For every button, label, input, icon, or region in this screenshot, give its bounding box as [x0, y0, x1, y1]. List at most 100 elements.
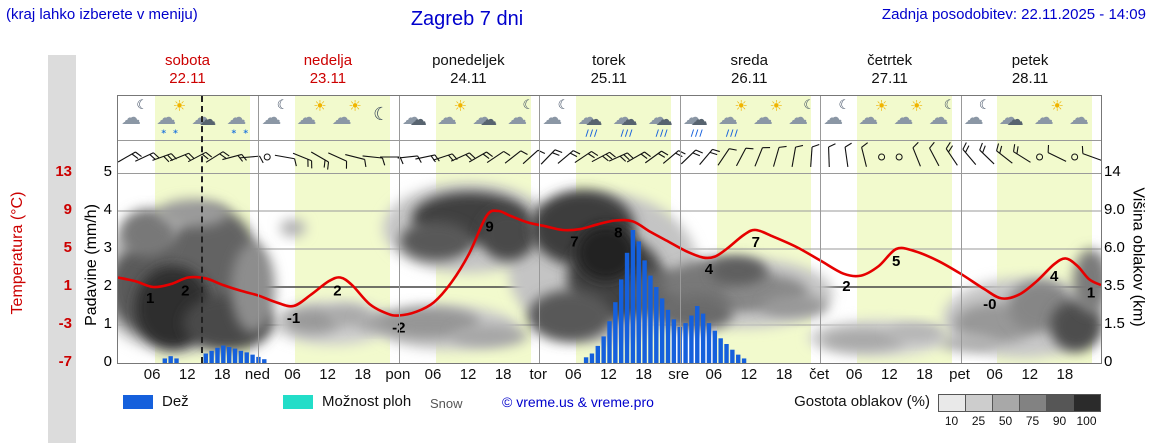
svg-text:-0: -0	[983, 296, 996, 313]
cloud-icon: ☁	[717, 105, 738, 129]
cloud-icon: ☁	[472, 105, 493, 129]
cloud-icon: ☁	[226, 105, 247, 129]
wind-barb	[1081, 145, 1101, 161]
cloud-tick: 14	[1104, 163, 1121, 180]
weather-icon: ☀ ☁///	[715, 96, 750, 140]
day-header: nedelja 23.11	[257, 52, 398, 88]
x-tick: 06	[845, 366, 863, 383]
sun-icon: ☀	[313, 97, 327, 115]
wind-barb	[450, 152, 476, 162]
cloud-icon: ☁	[682, 105, 703, 129]
wind-barb	[397, 155, 422, 163]
wind-barb	[828, 143, 836, 168]
day-name: sobota	[164, 52, 211, 69]
weather-icon: ☁ ☁///	[574, 96, 609, 140]
day-header: četrtek 27.11	[819, 52, 960, 88]
day-date: 27.11	[871, 70, 908, 87]
sun-icon: ☀	[453, 97, 467, 115]
day-separator	[679, 96, 681, 363]
cloud-icon: ☁	[121, 105, 141, 129]
wind-barb	[486, 150, 511, 164]
density-swatch	[938, 394, 966, 412]
moon-icon: ☾	[838, 98, 851, 113]
temp-tick: -3	[58, 315, 72, 332]
cloud-tick: 1.5	[1104, 315, 1125, 332]
sun-icon: ☀	[348, 97, 362, 115]
day-gridlines	[118, 96, 1101, 363]
cloud-tick: 9.0	[1104, 201, 1125, 218]
weather-icon: ☀ ☁	[890, 96, 925, 140]
weather-icon: ☾	[364, 96, 399, 140]
weather-icon: ☾ ☁	[504, 96, 539, 140]
day-date: 23.11	[309, 70, 347, 87]
density-tick: 75	[1025, 414, 1040, 428]
day-date: 24.11	[450, 70, 487, 87]
last-update-timestamp: Zadnja posodobitev: 22.11.2025 - 14:09	[881, 6, 1146, 23]
day-separator	[258, 96, 260, 363]
rain-marks: ///	[585, 129, 599, 139]
wind-barbs-row	[118, 142, 1101, 170]
day-separator	[398, 96, 400, 363]
cloud-icon: ☁	[612, 105, 633, 129]
page-title: Zagreb 7 dni	[410, 8, 524, 30]
wind-barb	[468, 151, 493, 163]
x-tick: 18	[775, 366, 793, 383]
weather-icons-row: ☾ ☁ ☀ ☁ * * ☁ ☁ ☁ * * ☾ ☁ ☀ ☁ ☀ ☁ ☾ ☁ ☁ ☀ ☁ ☁ ☁ ☾ ☁ ☾ ☁ ☁ ☁///☁ ☁///…	[118, 96, 1101, 141]
day-header: petek 28.11	[960, 52, 1101, 88]
precip-tick: 4	[103, 201, 112, 218]
wind-barb	[310, 151, 330, 170]
precip-tick: 3	[103, 239, 112, 256]
wind-barb	[1012, 144, 1031, 163]
x-tick: 06	[705, 366, 723, 383]
x-tick: pet	[949, 366, 970, 383]
wind-barb	[844, 142, 852, 167]
wind-barb	[187, 151, 213, 163]
cloud-icon: ☁	[542, 105, 563, 129]
weather-icon: ☁ * *	[223, 96, 258, 140]
cloud-icon: ☁	[261, 105, 282, 129]
temp-tick: 13	[55, 163, 72, 180]
cloud-icon: ☁	[331, 105, 352, 129]
cloud-icon: ☁	[620, 110, 638, 130]
weather-icon: ☁ ☁	[469, 96, 504, 140]
wind-barb	[912, 142, 921, 167]
wind-barb	[878, 153, 886, 161]
wind-barb	[504, 150, 528, 164]
day-header: torek 25.11	[538, 52, 679, 88]
x-tick: 06	[143, 366, 161, 383]
cloud-density-legend-title: Gostota oblakov (%)	[794, 393, 930, 410]
snow-legend-label: Snow	[430, 396, 463, 411]
precipitation-bars	[162, 230, 747, 363]
weather-icon: ☾ ☁	[785, 96, 820, 140]
day-name: četrtek	[867, 52, 913, 69]
x-tick: 18	[1056, 366, 1074, 383]
cloud-icon: ☁	[480, 110, 498, 130]
weather-icon: ☾ ☁	[539, 96, 574, 140]
cloud-icon: ☁	[199, 110, 217, 130]
x-tick: 18	[635, 366, 652, 383]
sun-icon: ☀	[909, 97, 924, 115]
cloud-icon: ☁	[577, 105, 598, 129]
rain-marks: ///	[620, 129, 634, 139]
sun-icon: ☀	[734, 97, 748, 115]
density-tick: 90	[1052, 414, 1067, 428]
x-tick: 18	[213, 366, 231, 383]
x-tick: 12	[600, 366, 617, 383]
cloud-tick: 0	[1104, 353, 1113, 370]
copyright-link[interactable]: © vreme.us & vreme.pro	[502, 394, 654, 410]
weather-icon: ☁ ☁	[996, 96, 1031, 140]
x-tick: 18	[354, 366, 372, 383]
weather-icon: ☾ ☁	[118, 96, 153, 140]
svg-text:4: 4	[705, 261, 714, 278]
wind-barb	[791, 144, 804, 167]
cloud-icon: ☁	[893, 105, 914, 129]
density-tick: 25	[971, 414, 986, 428]
x-tick: 12	[881, 366, 898, 383]
cloud-icon: ☁	[1006, 110, 1024, 130]
rain-marks: ///	[655, 129, 669, 139]
cloud-icon: ☁	[752, 105, 773, 129]
temp-tick: 9	[63, 201, 72, 218]
day-separator	[960, 96, 962, 363]
location-menu-note: (kraj lahko izberete v meniju)	[6, 6, 198, 23]
snow-marks: * *	[161, 129, 180, 139]
